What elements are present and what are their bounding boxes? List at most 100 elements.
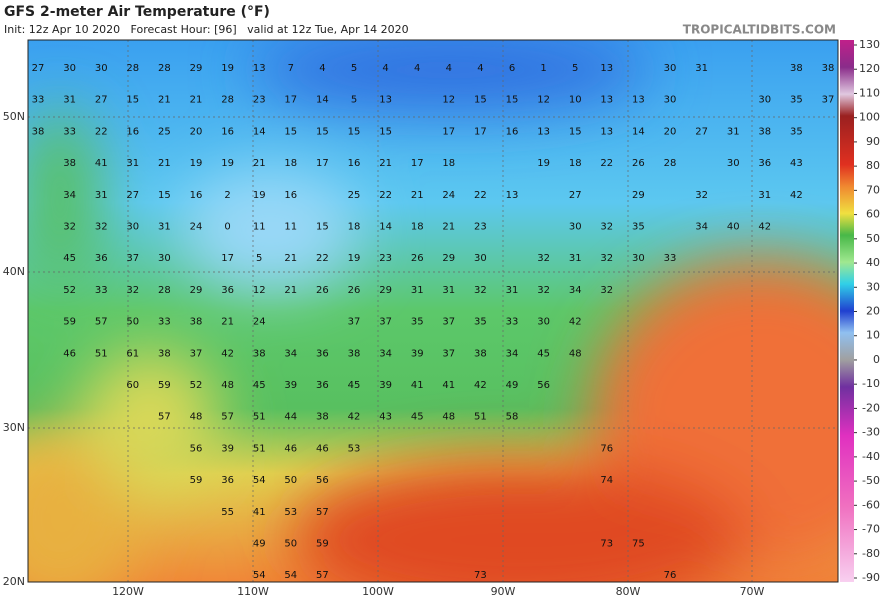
temperature-label: 35 [474,317,487,328]
temperature-label: 31 [506,285,519,296]
temperature-label: 25 [158,126,171,137]
temperature-label: 45 [63,253,76,264]
temperature-label: 31 [758,190,771,201]
temperature-label: 13 [632,95,645,106]
temperature-label: 27 [32,63,45,74]
colorbar-label: 20 [866,305,880,318]
temperature-label: 54 [253,475,266,486]
temperature-label: 16 [221,126,234,137]
temperature-label: 28 [126,63,139,74]
temperature-label: 38 [158,348,171,359]
temperature-label: 17 [474,126,487,137]
temperature-label: 30 [537,317,550,328]
temperature-label: 13 [600,95,613,106]
temperature-label: 57 [221,412,234,423]
map-frame [27,39,839,583]
temperature-label: 26 [632,158,645,169]
temperature-label: 50 [284,475,297,486]
temperature-label: 39 [379,380,392,391]
temperature-label: 35 [790,95,803,106]
temperature-label: 73 [600,539,613,550]
temperature-label: 16 [126,126,139,137]
temperature-label: 15 [474,95,487,106]
temperature-label: 22 [95,126,108,137]
temperature-label: 28 [221,95,234,106]
temperature-label: 49 [253,539,266,550]
temperature-label: 14 [632,126,645,137]
temperature-label: 22 [474,190,487,201]
temperature-label: 54 [253,570,266,581]
temperature-label: 32 [600,285,613,296]
temperature-label: 35 [632,222,645,233]
temperature-label: 42 [348,412,361,423]
temperature-label: 45 [348,380,361,391]
temperature-label: 37 [822,95,835,106]
temperature-label: 75 [632,539,645,550]
temperature-label: 32 [537,285,550,296]
temperature-label: 54 [284,570,297,581]
temperature-label: 26 [348,285,361,296]
temperature-label: 12 [537,95,550,106]
temperature-label: 16 [506,126,519,137]
temperature-label: 41 [95,158,108,169]
temperature-label: 73 [474,570,487,581]
colorbar-label: -20 [862,401,880,414]
colorbar-label: -60 [862,498,880,511]
temperature-label: 18 [442,158,455,169]
latitude-label: 20N [3,575,25,588]
temperature-label: 31 [695,63,708,74]
longitude-label: 110W [237,585,269,598]
temperature-label: 27 [569,190,582,201]
temperature-label: 28 [158,285,171,296]
temperature-label: 37 [126,253,139,264]
colorbar-label: -30 [862,426,880,439]
colorbar [840,40,854,582]
temperature-label: 26 [411,253,424,264]
temperature-label: 38 [790,63,803,74]
temperature-label: 52 [63,285,76,296]
temperature-label: 39 [411,348,424,359]
temperature-label: 21 [158,158,171,169]
temperature-label: 44 [284,412,297,423]
temperature-label: 12 [442,95,455,106]
temperature-label: 15 [506,95,519,106]
temperature-label: 34 [63,190,76,201]
longitude-label: 100W [362,585,394,598]
temperature-label: 33 [158,317,171,328]
temperature-label: 57 [316,507,329,518]
temperature-label: 30 [632,253,645,264]
longitude-label: 120W [112,585,144,598]
temperature-label: 4 [414,63,420,74]
temperature-label: 30 [63,63,76,74]
temperature-label: 7 [288,63,294,74]
temperature-label: 5 [351,95,357,106]
temperature-label: 48 [221,380,234,391]
temperature-label: 21 [284,285,297,296]
temperature-label: 32 [695,190,708,201]
temperature-label: 35 [790,126,803,137]
temperature-label: 57 [316,570,329,581]
temperature-label: 28 [158,63,171,74]
temperature-label: 51 [253,412,266,423]
temperature-label: 32 [63,222,76,233]
temperature-label: 30 [95,63,108,74]
temperature-label: 42 [758,222,771,233]
temperature-label: 53 [284,507,297,518]
longitude-label: 90W [491,585,516,598]
temperature-label: 58 [506,412,519,423]
temperature-label: 38 [474,348,487,359]
temperature-label: 15 [158,190,171,201]
temperature-label: 13 [379,95,392,106]
temperature-label: 15 [126,95,139,106]
temperature-label: 32 [474,285,487,296]
colorbar-label: 120 [859,62,880,75]
temperature-label: 31 [569,253,582,264]
temperature-label: 17 [316,158,329,169]
temperature-label: 30 [727,158,740,169]
temperature-label: 42 [790,190,803,201]
temperature-label: 31 [727,126,740,137]
temperature-label: 31 [442,285,455,296]
temperature-label: 37 [190,348,203,359]
temperature-label: 30 [474,253,487,264]
temperature-label: 21 [379,158,392,169]
